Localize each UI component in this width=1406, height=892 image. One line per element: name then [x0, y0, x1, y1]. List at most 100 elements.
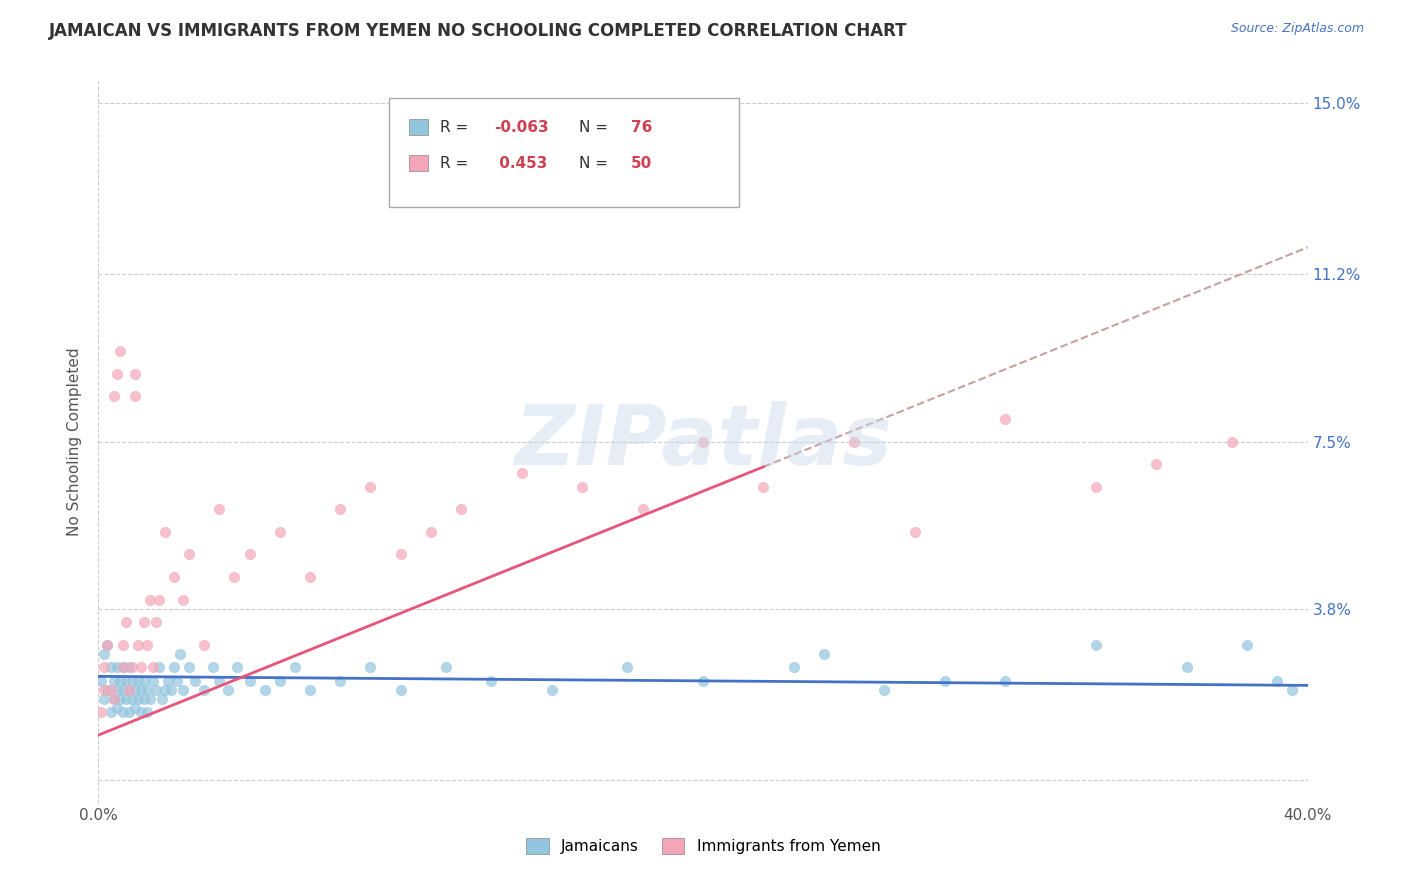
Point	[481, 673, 503, 688]
Point	[93, 660, 115, 674]
Point	[118, 706, 141, 720]
Point	[179, 660, 201, 674]
Point	[1281, 682, 1303, 697]
Point	[571, 480, 593, 494]
Point	[103, 673, 125, 688]
FancyBboxPatch shape	[409, 120, 427, 136]
FancyBboxPatch shape	[409, 155, 427, 171]
Text: JAMAICAN VS IMMIGRANTS FROM YEMEN NO SCHOOLING COMPLETED CORRELATION CHART: JAMAICAN VS IMMIGRANTS FROM YEMEN NO SCH…	[49, 22, 908, 40]
Point	[96, 638, 118, 652]
Point	[132, 692, 155, 706]
Point	[179, 548, 201, 562]
Point	[299, 570, 322, 584]
Text: N =: N =	[579, 120, 613, 135]
Point	[329, 502, 352, 516]
Point	[121, 673, 143, 688]
Point	[93, 647, 115, 661]
Point	[148, 660, 170, 674]
Point	[1236, 638, 1258, 652]
Point	[631, 502, 654, 516]
Point	[202, 660, 225, 674]
Point	[111, 706, 134, 720]
Point	[127, 638, 149, 652]
Point	[616, 660, 638, 674]
Point	[145, 682, 167, 697]
Text: Source: ZipAtlas.com: Source: ZipAtlas.com	[1230, 22, 1364, 36]
Point	[108, 692, 131, 706]
Text: -0.063: -0.063	[495, 120, 548, 135]
Point	[172, 592, 194, 607]
Point	[540, 682, 562, 697]
Point	[127, 692, 149, 706]
Point	[148, 592, 170, 607]
Point	[163, 660, 186, 674]
Text: 50: 50	[631, 156, 652, 171]
Point	[1085, 480, 1108, 494]
Point	[783, 660, 806, 674]
Point	[118, 682, 141, 697]
Point	[450, 502, 472, 516]
Point	[114, 615, 136, 630]
Text: R =: R =	[440, 120, 472, 135]
Point	[103, 692, 125, 706]
Point	[360, 660, 382, 674]
Point	[217, 682, 239, 697]
Point	[111, 682, 134, 697]
Point	[114, 692, 136, 706]
Point	[1267, 673, 1289, 688]
Point	[1220, 434, 1243, 449]
Point	[105, 701, 128, 715]
Point	[169, 647, 191, 661]
Point	[160, 682, 183, 697]
Text: R =: R =	[440, 156, 472, 171]
Y-axis label: No Schooling Completed: No Schooling Completed	[67, 347, 83, 536]
Point	[166, 673, 188, 688]
Point	[103, 692, 125, 706]
Point	[329, 673, 352, 688]
Legend: Jamaicans, Immigrants from Yemen: Jamaicans, Immigrants from Yemen	[519, 832, 887, 860]
Point	[153, 524, 176, 539]
Point	[269, 524, 291, 539]
Point	[994, 673, 1017, 688]
Point	[100, 706, 122, 720]
Point	[224, 570, 246, 584]
Point	[752, 480, 775, 494]
Point	[96, 682, 118, 697]
Point	[124, 367, 146, 381]
Point	[118, 660, 141, 674]
Point	[208, 502, 231, 516]
Text: ZIPatlas: ZIPatlas	[515, 401, 891, 482]
Point	[118, 682, 141, 697]
Point	[135, 638, 157, 652]
Point	[156, 673, 179, 688]
Point	[129, 682, 152, 697]
Point	[208, 673, 231, 688]
Text: N =: N =	[579, 156, 613, 171]
Point	[253, 682, 276, 697]
Point	[269, 673, 291, 688]
Point	[127, 673, 149, 688]
Point	[90, 673, 112, 688]
Point	[135, 706, 157, 720]
Point	[90, 706, 112, 720]
Point	[163, 570, 186, 584]
Point	[1085, 638, 1108, 652]
Point	[1144, 457, 1167, 471]
Point	[132, 615, 155, 630]
Point	[873, 682, 896, 697]
Point	[813, 647, 835, 661]
Point	[904, 524, 927, 539]
Point	[105, 367, 128, 381]
Point	[145, 615, 167, 630]
Point	[510, 466, 533, 480]
Point	[420, 524, 443, 539]
Point	[1175, 660, 1198, 674]
Point	[108, 344, 131, 359]
Point	[692, 673, 714, 688]
Point	[153, 682, 176, 697]
Point	[239, 548, 262, 562]
Point	[121, 660, 143, 674]
Point	[93, 682, 115, 697]
Point	[108, 673, 131, 688]
Point	[129, 660, 152, 674]
